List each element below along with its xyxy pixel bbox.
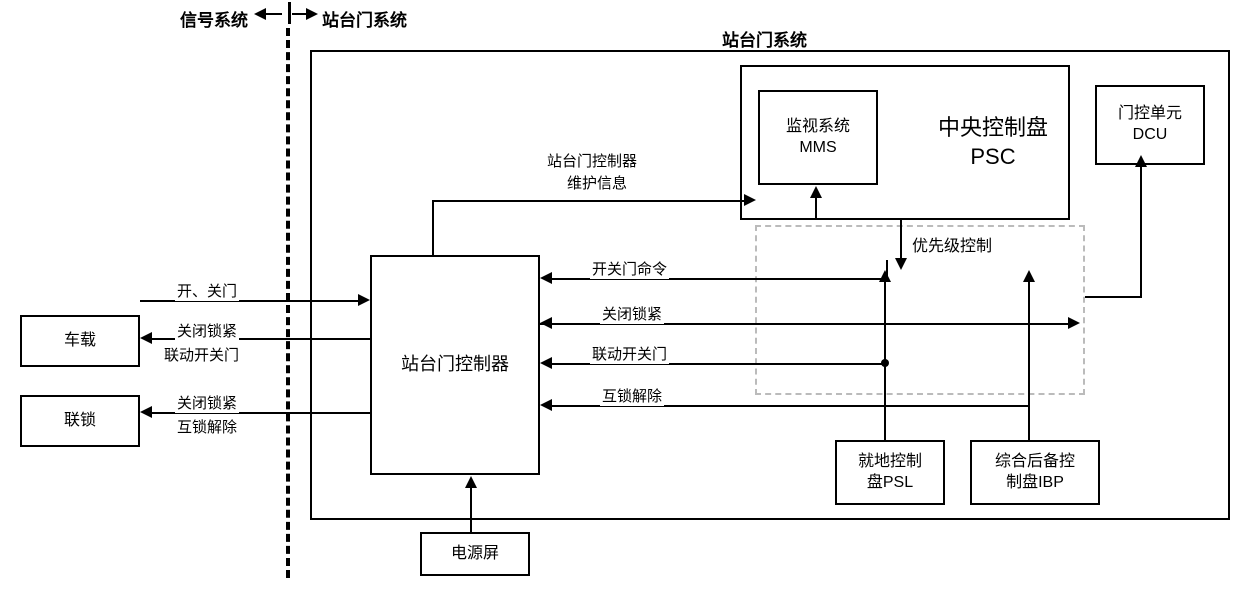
label-close-lock2: 关闭锁紧 [175,392,239,413]
node-onboard: 车载 [20,315,140,367]
arrow-top-left [254,8,266,20]
label-signal-system: 信号系统 [178,6,250,31]
node-power-label: 电源屏 [451,544,499,565]
node-ibp: 综合后备控 制盘IBP [970,440,1100,505]
line-dcu-v [1140,165,1142,298]
label-door-cmd: 开关门命令 [590,258,669,279]
divider-tick [288,2,291,24]
label-close-lock: 关闭锁紧 [175,320,239,341]
node-psl: 就地控制 盘PSL [835,440,945,505]
node-onboard-label: 车载 [64,331,96,352]
line-onboard-open [140,300,360,302]
arrow-close-lock3-r [1068,317,1080,329]
node-mms-label2: MMS [786,138,850,159]
node-ibp-label2: 制盘IBP [995,473,1075,494]
node-interlock-label: 联锁 [64,411,96,432]
arrow-top-right [306,8,318,20]
node-power: 电源屏 [420,532,530,576]
line-psl-v [884,280,886,440]
node-psc-label1: 中央控制盘 [938,114,1048,143]
node-mms: 监视系统 MMS [758,90,878,185]
node-interlock: 联锁 [20,395,140,447]
node-psl-label2: 盘PSL [858,473,922,494]
line-psc-down [900,220,902,260]
line-maint-v [432,200,434,255]
line-ibp-v [1028,280,1030,440]
arrow-interlock-1 [140,406,152,418]
label-platform-system-title: 站台门系统 [720,26,809,51]
divider-dashed [286,28,290,578]
arrow-mms-up [810,186,822,198]
node-psc-label2: PSC [938,143,1048,172]
arrow-power-up [465,476,477,488]
node-psl-label1: 就地控制 [858,452,922,473]
line-power-v [470,487,472,532]
arrow-psl-up [879,270,891,282]
node-dcu-label1: 门控单元 [1118,104,1182,125]
arrow-onboard-open [358,294,370,306]
label-maint1: 站台门控制器 [545,150,639,171]
label-maint2: 维护信息 [565,172,629,193]
arrow-onboard-closelock [140,332,152,344]
node-mms-label1: 监视系统 [786,117,850,138]
arrow-door-cmd [540,272,552,284]
arrow-dcu-up [1135,155,1147,167]
line-maint-h [432,200,746,202]
label-linked-open: 联动开关门 [162,344,241,365]
line-mms-stub [815,197,817,220]
node-dcu: 门控单元 DCU [1095,85,1205,165]
label-priority: 优先级控制 [910,232,994,256]
line-top-left [266,13,282,15]
frame-right [1228,50,1230,520]
node-dcu-label2: DCU [1118,125,1182,146]
label-open-close: 开、关门 [175,280,239,301]
node-ibp-label1: 综合后备控 [995,452,1075,473]
arrow-linked-open2 [540,357,552,369]
label-linked-open2: 联动开关门 [590,343,669,364]
frame-top [310,50,1230,52]
label-interlock-release: 互锁解除 [175,416,239,437]
node-controller: 站台门控制器 [370,255,540,475]
node-controller-label: 站台门控制器 [401,353,509,376]
arrow-maint [744,194,756,206]
label-platform-system-left: 站台门系统 [320,6,409,31]
label-interlock-release2: 互锁解除 [600,385,664,406]
frame-left [310,50,312,520]
arrow-interlock-release2 [540,399,552,411]
arrow-ibp-up [1023,270,1035,282]
arrow-psc-down [895,258,907,270]
arrow-close-lock3-l [540,317,552,329]
line-dcu-h [1085,296,1142,298]
label-close-lock3: 关闭锁紧 [600,303,664,324]
frame-bottom [310,518,1230,520]
